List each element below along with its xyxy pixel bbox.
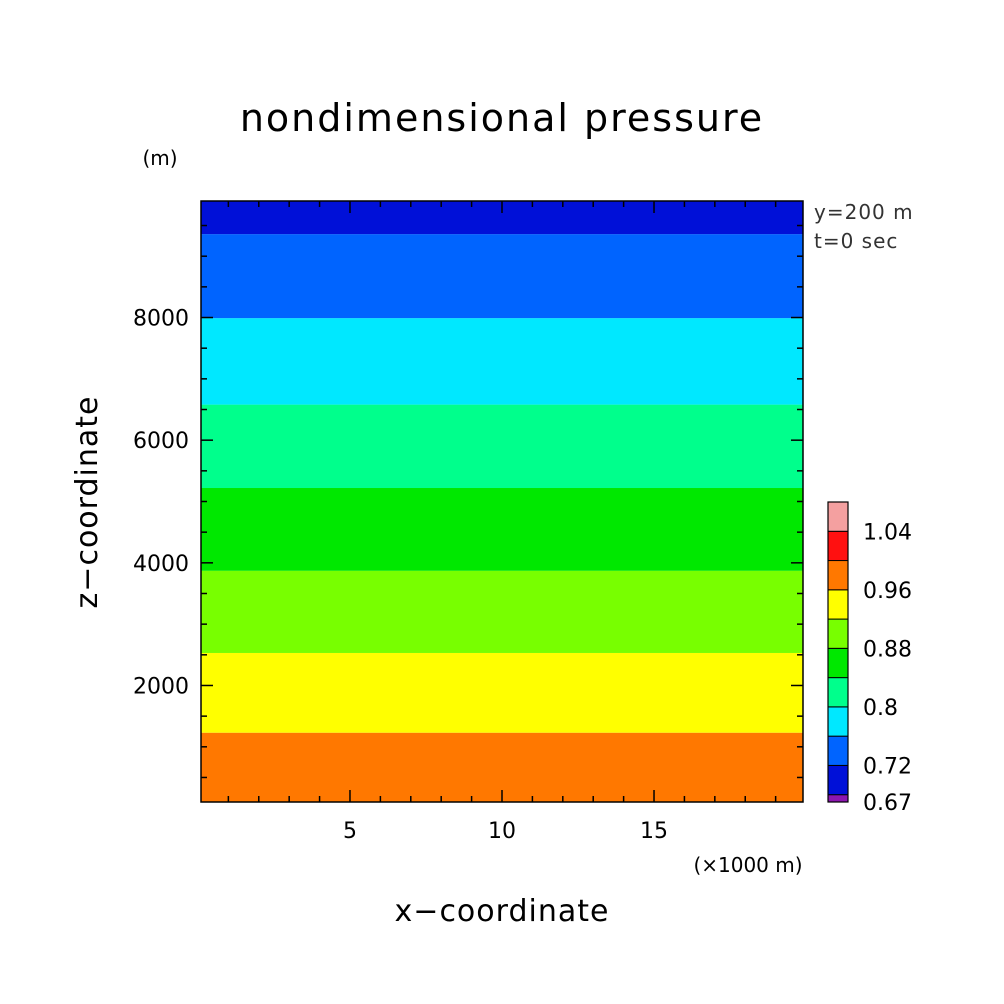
colorbar-segment-2 xyxy=(827,735,849,766)
colorbar-label: 0.72 xyxy=(863,754,912,779)
contour-band-3 xyxy=(201,488,803,571)
y-tick-label: 6000 xyxy=(133,429,189,454)
colorbar-segment-3 xyxy=(827,706,849,737)
chart-title: nondimensional pressure xyxy=(240,96,764,140)
colorbar-label: 1.04 xyxy=(863,520,912,545)
contour-band-4 xyxy=(201,404,803,489)
x-tick-labels: 5 10 15 xyxy=(343,819,668,844)
contour-band-5 xyxy=(201,318,803,405)
colorbar-label: 0.67 xyxy=(863,791,912,816)
contour-band-2 xyxy=(201,570,803,653)
y-tick-label: 2000 xyxy=(133,674,189,699)
y-position-info: y=200 m xyxy=(814,200,914,224)
colorbar: 0.67 0.72 0.8 0.88 0.96 1.04 xyxy=(827,501,912,816)
y-axis-title: z−coordinate xyxy=(70,396,105,609)
colorbar-segment-1 xyxy=(827,764,849,796)
x-tick-label: 5 xyxy=(343,819,357,844)
colorbar-label: 0.96 xyxy=(863,579,912,604)
colorbar-frame xyxy=(827,501,849,803)
colorbar-segment-0 xyxy=(827,794,849,803)
colorbar-segment-7 xyxy=(827,589,849,620)
colorbar-segment-8 xyxy=(827,560,849,591)
axis-ticks xyxy=(201,201,803,802)
colorbar-segment-9 xyxy=(827,530,849,562)
y-tick-labels: 2000 4000 6000 8000 xyxy=(133,307,189,700)
y-tick-label: 4000 xyxy=(133,552,189,577)
colorbar-segment-4 xyxy=(827,677,849,708)
contour-band-1 xyxy=(201,652,803,733)
plot-frame xyxy=(200,200,804,803)
x-tick-label: 10 xyxy=(488,819,516,844)
x-axis-title: x−coordinate xyxy=(395,894,610,929)
colorbar-segment-5 xyxy=(827,647,849,679)
colorbar-segment-10 xyxy=(827,501,849,532)
colorbar-label: 0.88 xyxy=(863,637,912,662)
colorbar-label: 0.8 xyxy=(863,696,898,721)
y-tick-label: 8000 xyxy=(133,307,189,332)
x-tick-label: 15 xyxy=(640,819,668,844)
colorbar-segment-6 xyxy=(827,618,849,649)
time-info: t=0 sec xyxy=(814,229,898,253)
contour-band-6 xyxy=(201,234,803,319)
y-unit-label: (m) xyxy=(142,146,177,170)
x-unit-label: (×1000 m) xyxy=(693,853,802,877)
contour-bands xyxy=(201,201,803,802)
